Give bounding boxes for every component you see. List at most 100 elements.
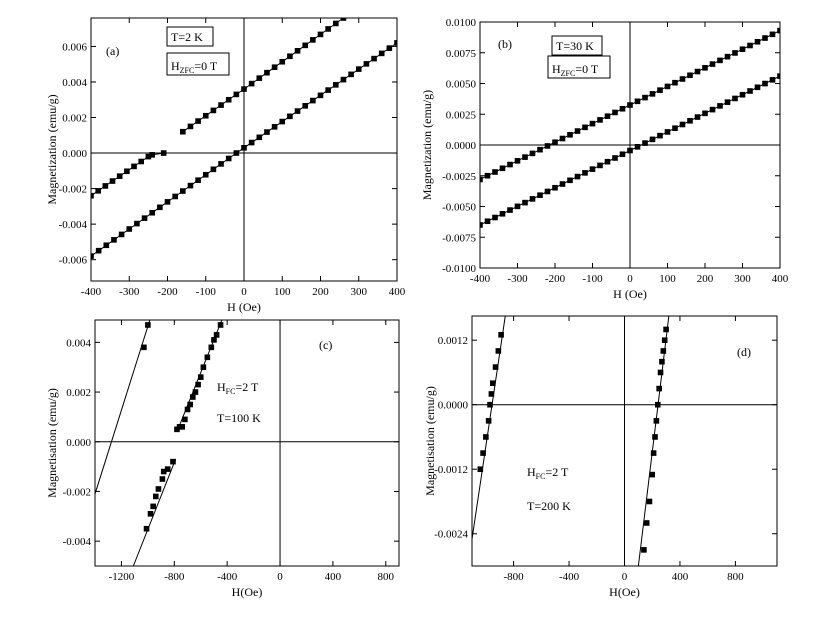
chart-panel-b: -400 -300 -200 -100 0 100 200 300 400 -0.0100 -0.0…: [420, 17, 789, 301]
y-tick-label: 0.0025: [446, 109, 477, 121]
data-point: [241, 145, 247, 151]
data-point: [116, 173, 123, 179]
data-point: [200, 364, 207, 371]
data-point: [187, 182, 194, 189]
series-fit-line: [637, 316, 670, 566]
data-point: [141, 344, 147, 351]
data-point: [537, 146, 543, 153]
x-tick-label: 400: [772, 273, 789, 285]
annotation: T=200 K: [527, 499, 571, 513]
data-point: [279, 58, 286, 65]
data-point: [492, 214, 498, 221]
data-point: [612, 109, 618, 116]
annotation-box: [547, 55, 611, 79]
data-point: [754, 84, 761, 91]
x-tick-label: -1200: [109, 571, 135, 583]
data-point: [724, 53, 731, 60]
data-point: [499, 165, 506, 172]
data-point: [95, 188, 101, 194]
data-point: [634, 98, 641, 105]
data-point: [145, 322, 151, 328]
data-point: [124, 168, 130, 175]
data-point: [187, 401, 193, 408]
data-point: [627, 102, 633, 108]
data-point: [717, 57, 723, 64]
data-point: [170, 458, 176, 465]
data-point: [333, 82, 339, 88]
data-point: [172, 193, 178, 200]
data-point: [522, 199, 528, 206]
data-point: [164, 199, 171, 205]
chart-panel-d: -800 -400 0 400 800 -0.0024 -0.0012 0.0000 0.001…: [423, 315, 778, 599]
data-point: [150, 503, 156, 510]
chart-panel-c: -1200 -800 -400 0 400 800 -0.004 -0.002 0.000 0.0…: [45, 319, 400, 599]
data-point: [507, 207, 513, 213]
data-point: [302, 103, 308, 109]
x-tick-label: -100: [196, 286, 217, 298]
y-tick-label: -0.0050: [442, 202, 476, 214]
data-point: [747, 42, 753, 49]
data-point: [724, 99, 731, 105]
data-point: [661, 337, 668, 343]
data-point: [325, 26, 331, 32]
data-point: [664, 83, 671, 90]
data-point: [619, 105, 626, 112]
data-point: [180, 128, 186, 135]
data-point: [649, 91, 656, 97]
x-tick-label: 400: [672, 571, 689, 583]
data-point: [233, 91, 240, 98]
y-tick-label: -0.0024: [434, 529, 468, 541]
data-point: [386, 45, 393, 51]
data-point: [248, 139, 255, 146]
data-point: [659, 358, 665, 365]
data-point: [567, 131, 573, 138]
y-tick-label: -0.0012: [434, 464, 468, 476]
data-point: [182, 416, 188, 423]
x-tick-label: 0: [241, 286, 247, 298]
y-tick-label: -0.004: [63, 536, 92, 548]
y-tick-label: 0.0000: [438, 400, 469, 412]
data-point: [134, 220, 140, 227]
data-point: [589, 120, 596, 127]
data-point: [544, 143, 551, 149]
data-point: [702, 110, 708, 117]
panel-label: (c): [319, 338, 332, 352]
annotation-text: HZFC=0 T: [552, 62, 599, 78]
data-point: [208, 344, 215, 351]
series-line: [182, 18, 344, 133]
data-point: [495, 348, 502, 354]
data-point: [559, 135, 566, 142]
data-point: [641, 547, 647, 553]
data-point: [91, 253, 94, 259]
data-point: [739, 91, 746, 98]
x-tick-label: -400: [81, 286, 102, 298]
x-axis-label: H(Oe): [609, 585, 640, 599]
data-point: [507, 161, 513, 168]
y-tick-label: -0.0100: [442, 263, 476, 275]
annotation-text: T=100 K: [217, 411, 261, 425]
data-point: [646, 498, 653, 505]
data-point: [634, 144, 641, 150]
series-group: [91, 18, 397, 259]
x-tick-label: -400: [217, 571, 238, 583]
x-axis-label: H (Oe): [227, 300, 261, 314]
data-point: [660, 348, 667, 354]
x-tick-label: 100: [274, 286, 291, 298]
data-point: [355, 66, 362, 72]
annotation: HZFC=0 T: [547, 55, 611, 79]
data-point: [197, 374, 204, 380]
data-point: [279, 118, 286, 125]
data-point: [160, 150, 167, 156]
x-tick-label: -100: [582, 273, 603, 285]
data-point: [210, 166, 217, 173]
data-point: [492, 364, 499, 370]
y-axis-label: Magnetization (emu/g): [45, 94, 59, 204]
annotation: HFC=2 T: [217, 380, 259, 396]
data-point: [657, 132, 663, 139]
data-point: [348, 71, 354, 78]
x-tick-label: 300: [351, 286, 368, 298]
x-tick-label: 800: [727, 571, 744, 583]
data-point: [179, 424, 186, 430]
data-point: [271, 64, 278, 71]
data-point: [325, 87, 331, 93]
